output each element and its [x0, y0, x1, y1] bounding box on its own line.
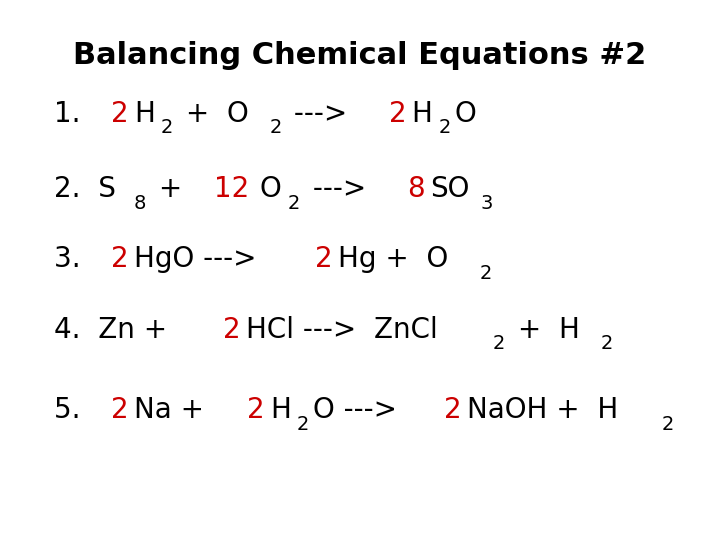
- Text: +: +: [150, 175, 200, 203]
- Text: 1.: 1.: [54, 99, 98, 127]
- Text: HCl --->  ZnCl: HCl ---> ZnCl: [246, 315, 437, 343]
- Text: 4.  Zn +: 4. Zn +: [54, 315, 185, 343]
- Text: 2: 2: [480, 264, 492, 283]
- Text: 8: 8: [407, 175, 425, 203]
- Text: 3.: 3.: [54, 245, 99, 273]
- Text: H: H: [270, 396, 291, 424]
- Text: 2: 2: [288, 194, 300, 213]
- Text: 2.  S: 2. S: [54, 175, 116, 203]
- Text: 2: 2: [297, 415, 309, 434]
- Text: 3: 3: [481, 194, 493, 213]
- Text: SO: SO: [430, 175, 469, 203]
- Text: 2: 2: [112, 245, 129, 273]
- Text: 2: 2: [493, 334, 505, 353]
- Text: 2: 2: [438, 118, 451, 137]
- Text: 5.: 5.: [54, 396, 98, 424]
- Text: HgO --->: HgO --->: [134, 245, 274, 273]
- Text: +  O: + O: [176, 99, 248, 127]
- Text: O: O: [260, 175, 282, 203]
- Text: 8: 8: [134, 194, 146, 213]
- Text: --->: --->: [304, 175, 384, 203]
- Text: 2: 2: [111, 396, 129, 424]
- Text: 2: 2: [247, 396, 265, 424]
- Text: Balancing Chemical Equations #2: Balancing Chemical Equations #2: [73, 40, 647, 70]
- Text: 2: 2: [444, 396, 462, 424]
- Text: 2: 2: [161, 118, 173, 137]
- Text: 2: 2: [315, 245, 333, 273]
- Text: 2: 2: [111, 99, 129, 127]
- Text: H: H: [134, 99, 155, 127]
- Text: O --->: O --->: [312, 396, 415, 424]
- Text: 2: 2: [600, 334, 613, 353]
- Text: Na +: Na +: [134, 396, 222, 424]
- Text: 2: 2: [389, 99, 406, 127]
- Text: Hg +  O: Hg + O: [338, 245, 448, 273]
- Text: H: H: [411, 99, 432, 127]
- Text: --->: --->: [285, 99, 365, 127]
- Text: 2: 2: [223, 315, 240, 343]
- Text: +  H: + H: [509, 315, 580, 343]
- Text: 2: 2: [662, 415, 674, 434]
- Text: 12: 12: [215, 175, 250, 203]
- Text: NaOH +  H: NaOH + H: [467, 396, 618, 424]
- Text: 2: 2: [269, 118, 282, 137]
- Text: O: O: [454, 99, 476, 127]
